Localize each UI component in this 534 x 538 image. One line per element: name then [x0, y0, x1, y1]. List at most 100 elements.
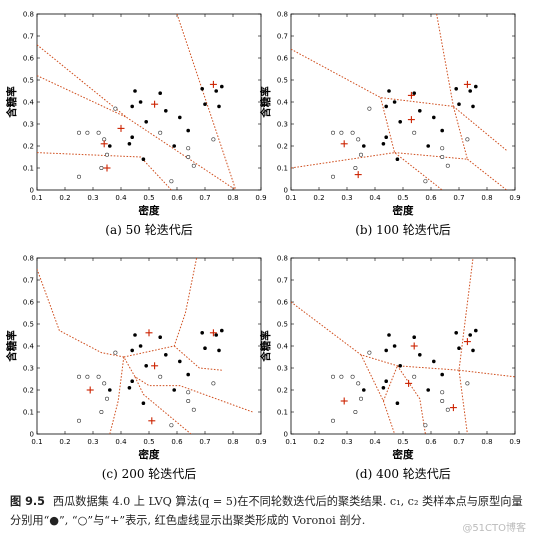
y-axis-label: 含糖率	[259, 330, 272, 362]
y-tick-label: 0.8	[277, 11, 288, 19]
sample-point-class1	[471, 348, 475, 353]
x-axis-label: 密度	[139, 448, 160, 461]
x-tick-label: 0.7	[199, 194, 210, 202]
sample-point-class2	[367, 350, 372, 355]
voronoi-boundary	[291, 152, 443, 190]
sample-point-class1	[214, 333, 218, 337]
sample-point-class2	[211, 137, 216, 142]
y-tick-label: 0.2	[277, 143, 288, 151]
sample-point-class2	[186, 146, 191, 151]
y-axis-label: 含糖率	[259, 86, 272, 118]
x-tick-label: 0.3	[341, 438, 352, 446]
x-tick-label: 0.6	[425, 438, 437, 446]
sample-point-class1	[186, 372, 190, 377]
y-tick-label: 0.1	[23, 165, 34, 173]
sample-point-class2	[169, 423, 174, 428]
sample-point-class1	[214, 89, 218, 93]
caption-background	[0, 487, 534, 538]
sample-point-class1	[108, 388, 112, 392]
sample-point-class2	[358, 152, 363, 157]
sample-point-class1	[130, 104, 134, 109]
sample-point-class2	[440, 390, 445, 395]
sample-point-class2	[77, 418, 82, 423]
sample-point-class2	[412, 374, 417, 379]
x-tick-label: 0.2	[313, 194, 324, 202]
x-tick-label: 0.9	[509, 194, 520, 202]
sample-point-class2	[186, 390, 191, 395]
x-tick-label: 0.5	[397, 194, 408, 202]
sample-point-class2	[330, 130, 335, 135]
x-axis-label: 密度	[393, 448, 414, 461]
sample-point-class2	[158, 130, 163, 135]
x-tick-label: 0.6	[171, 438, 183, 446]
sample-point-class2	[339, 130, 344, 135]
sample-point-class2	[102, 381, 107, 386]
y-tick-label: 0	[284, 431, 288, 439]
x-tick-label: 0.4	[369, 194, 381, 202]
voronoi-boundary	[37, 44, 237, 190]
x-tick-label: 0.5	[143, 438, 154, 446]
x-tick-label: 0.1	[31, 194, 42, 202]
y-axis-label: 含糖率	[5, 86, 18, 118]
y-tick-label: 0.7	[277, 33, 288, 41]
x-axis-label: 密度	[139, 204, 160, 217]
y-tick-label: 0.6	[23, 55, 35, 63]
y-tick-label: 0	[30, 187, 34, 195]
sample-point-class1	[200, 87, 204, 91]
y-tick-label: 0.7	[23, 33, 34, 41]
x-tick-label: 0.6	[425, 194, 437, 202]
y-tick-label: 0.8	[277, 255, 288, 263]
sample-point-class1	[474, 328, 478, 333]
y-tick-label: 0.5	[277, 321, 288, 329]
sample-point-class1	[457, 102, 461, 106]
sample-point-class1	[418, 353, 422, 357]
chart-panel-2: 0.1 0.2 0.3 0.4 0.5 0.6 0.7 0.8 0.900.10.20.30.4…	[259, 11, 521, 238]
sample-point-class1	[164, 109, 168, 113]
y-tick-label: 0	[284, 187, 288, 195]
y-tick-label: 0.2	[23, 143, 34, 151]
sample-point-class1	[398, 364, 403, 368]
sample-point-class1	[164, 353, 168, 357]
x-tick-label: 0.3	[87, 194, 98, 202]
sample-point-class1	[468, 333, 473, 337]
voronoi-boundary	[123, 258, 198, 358]
y-tick-label: 0.4	[23, 99, 35, 107]
x-tick-label: 0.6	[171, 194, 183, 202]
y-tick-label: 0	[30, 431, 34, 439]
x-tick-label: 0.3	[341, 194, 352, 202]
x-tick-label: 0.5	[143, 194, 154, 202]
plot-frame	[36, 257, 262, 435]
watermark: @51CTO博客	[462, 523, 526, 534]
sample-point-class2	[211, 381, 216, 386]
x-tick-label: 0.3	[87, 438, 98, 446]
x-tick-label: 0.1	[285, 438, 296, 446]
x-tick-label: 0.7	[199, 438, 210, 446]
sample-point-class1	[412, 335, 417, 340]
plot-frame	[290, 13, 516, 191]
sample-point-class2	[113, 106, 118, 111]
voronoi-boundary	[134, 376, 192, 434]
sample-point-class1	[220, 84, 224, 89]
sample-point-class1	[395, 157, 400, 161]
sample-point-class1	[384, 379, 389, 384]
sample-point-class1	[384, 348, 389, 353]
sample-point-class1	[387, 333, 391, 337]
sample-point-class1	[457, 346, 461, 351]
voronoi-boundary	[394, 152, 468, 160]
x-axis-label: 密度	[393, 204, 414, 217]
sample-point-class1	[130, 348, 134, 353]
y-tick-label: 0.1	[277, 409, 288, 417]
sample-point-class1	[133, 333, 137, 337]
panel-subtitle: (b) 100 轮迭代后	[355, 223, 451, 237]
sample-point-class2	[356, 381, 361, 386]
x-tick-label: 0.8	[227, 438, 238, 446]
sample-point-class1	[392, 344, 397, 348]
sample-point-class2	[191, 163, 196, 168]
sample-point-class1	[138, 100, 143, 104]
sample-point-class1	[418, 109, 422, 113]
sample-point-class1	[141, 157, 146, 161]
sample-point-class2	[339, 374, 344, 379]
sample-point-class2	[85, 374, 90, 379]
sample-point-class2	[445, 407, 450, 412]
y-tick-label: 0.6	[23, 299, 35, 307]
